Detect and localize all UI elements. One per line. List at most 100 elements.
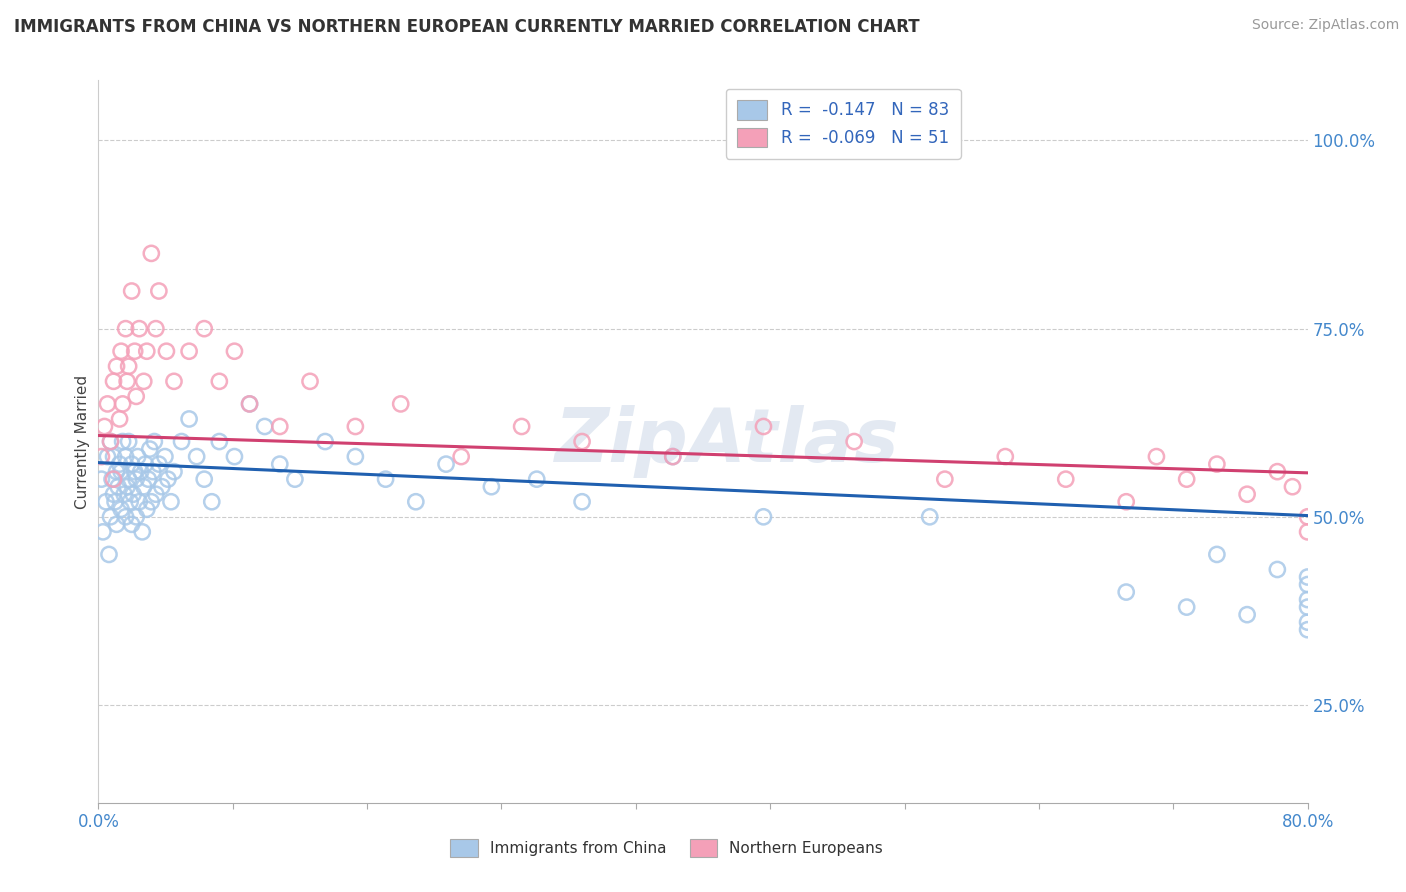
Point — [90, 450, 112, 464]
Point — [142, 465, 165, 479]
Point — [1236, 487, 1258, 501]
Point — [91, 524, 114, 539]
Point — [105, 359, 128, 374]
Point — [141, 246, 163, 260]
Point — [918, 509, 941, 524]
Point — [1175, 600, 1198, 615]
Point — [105, 465, 128, 479]
Point — [124, 344, 146, 359]
Point — [994, 450, 1017, 464]
Point — [93, 419, 115, 434]
Point — [90, 472, 112, 486]
Point — [1115, 494, 1137, 508]
Point — [110, 465, 132, 479]
Point — [105, 517, 128, 532]
Point — [148, 457, 170, 471]
Point — [163, 375, 186, 389]
Point — [269, 419, 291, 434]
Point — [110, 344, 132, 359]
Point — [132, 480, 155, 494]
Point — [284, 472, 307, 486]
Point — [111, 434, 134, 449]
Point — [193, 472, 215, 486]
Point — [405, 494, 427, 508]
Point — [186, 450, 208, 464]
Point — [121, 457, 143, 471]
Point — [101, 472, 124, 486]
Point — [224, 450, 246, 464]
Point — [239, 397, 262, 411]
Text: ZipAtlas: ZipAtlas — [555, 405, 900, 478]
Point — [118, 472, 141, 486]
Point — [96, 397, 118, 411]
Point — [125, 389, 148, 403]
Point — [110, 502, 132, 516]
Point — [344, 450, 367, 464]
Point — [150, 480, 173, 494]
Point — [108, 412, 131, 426]
Point — [118, 434, 141, 449]
Point — [100, 434, 122, 449]
Point — [115, 480, 138, 494]
Point — [129, 465, 152, 479]
Point — [132, 375, 155, 389]
Point — [120, 494, 142, 508]
Point — [253, 419, 276, 434]
Point — [160, 494, 183, 508]
Point — [98, 548, 121, 562]
Point — [1054, 472, 1077, 486]
Point — [103, 450, 125, 464]
Point — [1296, 524, 1319, 539]
Point — [156, 472, 179, 486]
Point — [344, 419, 367, 434]
Point — [128, 321, 150, 335]
Point — [155, 344, 177, 359]
Point — [100, 509, 122, 524]
Point — [179, 412, 201, 426]
Point — [111, 397, 134, 411]
Point — [115, 375, 138, 389]
Y-axis label: Currently Married: Currently Married — [75, 375, 90, 508]
Point — [103, 375, 125, 389]
Point — [510, 419, 533, 434]
Point — [1296, 570, 1319, 584]
Point — [481, 480, 503, 494]
Point — [1296, 577, 1319, 591]
Point — [1115, 585, 1137, 599]
Point — [661, 450, 683, 464]
Point — [127, 450, 149, 464]
Point — [434, 457, 457, 471]
Point — [1296, 623, 1319, 637]
Point — [934, 472, 956, 486]
Point — [135, 502, 157, 516]
Point — [125, 472, 148, 486]
Point — [571, 434, 593, 449]
Point — [661, 450, 683, 464]
Point — [134, 457, 156, 471]
Point — [752, 419, 775, 434]
Point — [104, 494, 127, 508]
Point — [125, 509, 148, 524]
Point — [108, 457, 131, 471]
Point — [193, 321, 215, 335]
Point — [128, 494, 150, 508]
Point — [1296, 600, 1319, 615]
Point — [1236, 607, 1258, 622]
Point — [143, 434, 166, 449]
Point — [103, 487, 125, 501]
Point — [114, 321, 136, 335]
Point — [107, 480, 129, 494]
Point — [94, 494, 117, 508]
Point — [389, 397, 412, 411]
Point — [1296, 509, 1319, 524]
Point — [145, 487, 167, 501]
Point — [1296, 592, 1319, 607]
Text: Source: ZipAtlas.com: Source: ZipAtlas.com — [1251, 18, 1399, 32]
Point — [752, 509, 775, 524]
Point — [100, 434, 122, 449]
Point — [208, 375, 231, 389]
Point — [145, 321, 167, 335]
Point — [163, 465, 186, 479]
Point — [135, 344, 157, 359]
Point — [121, 517, 143, 532]
